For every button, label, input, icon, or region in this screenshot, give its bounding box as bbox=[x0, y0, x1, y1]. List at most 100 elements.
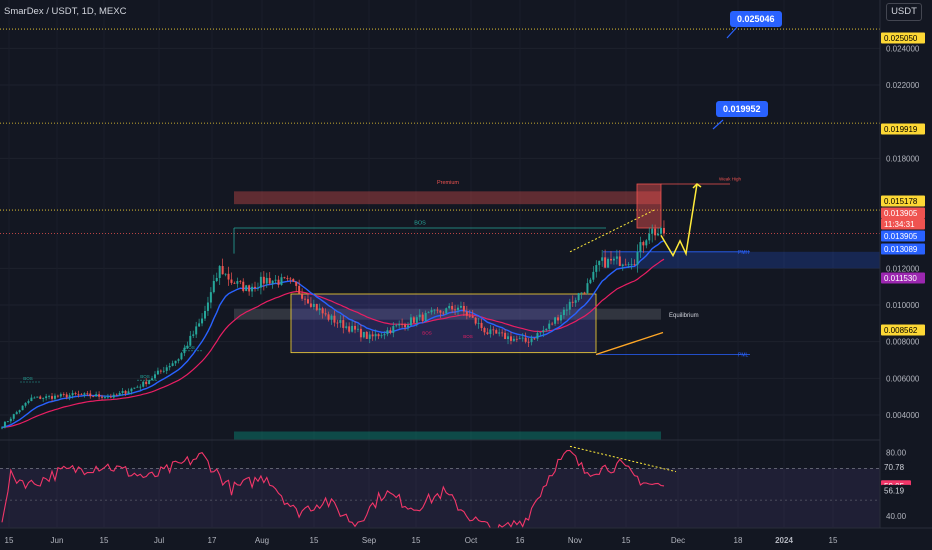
discount-zone bbox=[234, 431, 661, 440]
candle-body bbox=[377, 334, 380, 337]
candle-body bbox=[368, 334, 371, 339]
candle-body bbox=[318, 308, 321, 311]
candle-body bbox=[289, 278, 292, 280]
candle-body bbox=[251, 286, 254, 292]
candle-body bbox=[654, 228, 657, 236]
candle-body bbox=[30, 397, 33, 402]
candle-body bbox=[404, 324, 407, 328]
candle-body bbox=[101, 396, 104, 398]
candle-body bbox=[442, 312, 445, 314]
price-badge: 0.011530 bbox=[884, 274, 917, 283]
candle-body bbox=[192, 334, 195, 336]
candle-body bbox=[542, 330, 545, 333]
candle-body bbox=[660, 227, 663, 234]
price-badge-bg bbox=[881, 230, 925, 242]
candle-body bbox=[27, 401, 30, 403]
rsi-badge-bg bbox=[881, 484, 911, 496]
price-badge-bg bbox=[881, 243, 925, 255]
candle-body bbox=[218, 266, 221, 278]
candle-body bbox=[39, 396, 42, 399]
candle-body bbox=[507, 336, 510, 340]
candle-body bbox=[418, 314, 421, 318]
bos-label-bear: BOS bbox=[463, 334, 473, 339]
candle-body bbox=[657, 233, 660, 236]
candle-body bbox=[521, 337, 524, 339]
symbol-title[interactable]: SmarDex / USDT, 1D, MEXC bbox=[4, 6, 127, 17]
candle-body bbox=[201, 318, 204, 324]
candle-body bbox=[459, 305, 462, 308]
candles-group bbox=[1, 220, 665, 430]
candle-body bbox=[53, 395, 56, 399]
pmh-zone bbox=[603, 251, 880, 269]
candle-body bbox=[524, 337, 527, 342]
candle-body bbox=[612, 258, 615, 261]
candle-body bbox=[545, 328, 548, 331]
candle-body bbox=[242, 281, 245, 291]
price-badge-bg bbox=[881, 32, 925, 44]
price-axis-label: 0.008000 bbox=[886, 338, 920, 347]
candle-body bbox=[177, 359, 180, 361]
candle-body bbox=[562, 309, 565, 316]
candle-body bbox=[3, 421, 6, 428]
price-axis-label: 0.012000 bbox=[886, 264, 920, 273]
candle-body bbox=[268, 277, 271, 284]
candle-body bbox=[139, 386, 142, 388]
candle-body bbox=[333, 315, 336, 323]
candle-body bbox=[330, 315, 333, 320]
candle-body bbox=[448, 305, 451, 309]
projection-path bbox=[660, 183, 698, 258]
candle-body bbox=[198, 323, 201, 327]
candle-body bbox=[36, 396, 39, 398]
candle-body bbox=[274, 279, 277, 281]
candle-body bbox=[80, 394, 83, 396]
pane-background bbox=[0, 0, 880, 550]
candle-body bbox=[427, 312, 430, 314]
candle-body bbox=[527, 341, 530, 343]
candle-body bbox=[348, 326, 351, 332]
price-badge-bg bbox=[881, 207, 925, 219]
candle-body bbox=[171, 363, 174, 366]
candle-body bbox=[486, 332, 489, 334]
candle-body bbox=[395, 325, 398, 327]
time-axis-label: 15 bbox=[5, 536, 14, 545]
time-axis-label: 15 bbox=[829, 536, 838, 545]
candle-body bbox=[568, 301, 571, 310]
candle-body bbox=[162, 370, 165, 372]
candle-body bbox=[262, 276, 265, 284]
candle-body bbox=[386, 330, 389, 335]
candle-body bbox=[277, 279, 280, 285]
candle-body bbox=[295, 281, 298, 286]
candle-body bbox=[209, 292, 212, 303]
currency-button[interactable]: USDT bbox=[886, 3, 922, 21]
rsi-axis-label: 80.00 bbox=[886, 449, 907, 458]
candle-body bbox=[518, 338, 521, 340]
time-axis-label: Dec bbox=[671, 536, 685, 545]
candle-body bbox=[106, 396, 109, 398]
candle-body bbox=[133, 387, 136, 389]
candle-body bbox=[474, 317, 477, 324]
candle-body bbox=[633, 264, 636, 266]
candle-body bbox=[639, 242, 642, 253]
candle-body bbox=[189, 335, 192, 346]
pml-label: PML bbox=[738, 353, 749, 359]
candle-body bbox=[174, 360, 177, 364]
candle-body bbox=[48, 396, 51, 397]
equilibrium-label: Equilibrium bbox=[669, 313, 699, 319]
candle-body bbox=[636, 252, 639, 265]
candle-body bbox=[98, 394, 101, 397]
price-badge: 0.013905 bbox=[884, 232, 918, 241]
candle-body bbox=[574, 300, 577, 303]
candle-body bbox=[359, 328, 362, 338]
candle-body bbox=[168, 365, 171, 368]
candle-body bbox=[624, 264, 627, 266]
candle-body bbox=[151, 378, 154, 381]
candle-body bbox=[462, 305, 465, 312]
candle-body bbox=[609, 258, 612, 261]
candle-body bbox=[86, 393, 89, 395]
candle-body bbox=[56, 395, 59, 397]
projection-arrow bbox=[692, 183, 702, 189]
candle-body bbox=[351, 325, 354, 332]
candle-body bbox=[589, 279, 592, 284]
bos-label-small: BOS bbox=[185, 345, 195, 350]
